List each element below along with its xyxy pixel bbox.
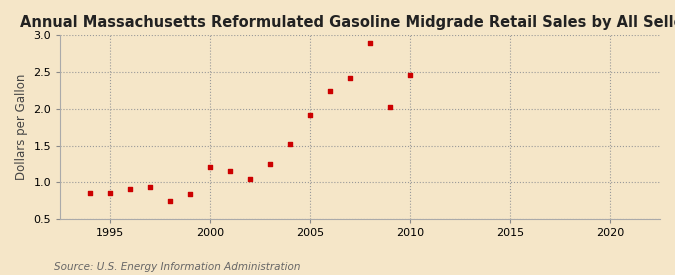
Point [225,169,236,174]
Point [185,192,196,196]
Point [145,185,156,189]
Point [305,113,316,118]
Point [125,187,136,191]
Point [285,142,296,146]
Point [205,165,215,169]
Point [405,73,416,77]
Point [364,41,375,46]
Title: Annual Massachusetts Reformulated Gasoline Midgrade Retail Sales by All Sellers: Annual Massachusetts Reformulated Gasoli… [20,15,675,30]
Point [265,162,275,166]
Point [165,199,176,204]
Y-axis label: Dollars per Gallon: Dollars per Gallon [15,74,28,180]
Point [325,89,335,93]
Point [85,191,96,195]
Text: Source: U.S. Energy Information Administration: Source: U.S. Energy Information Administ… [54,262,300,272]
Point [245,176,256,181]
Point [345,76,356,80]
Point [105,190,115,195]
Point [385,105,396,109]
